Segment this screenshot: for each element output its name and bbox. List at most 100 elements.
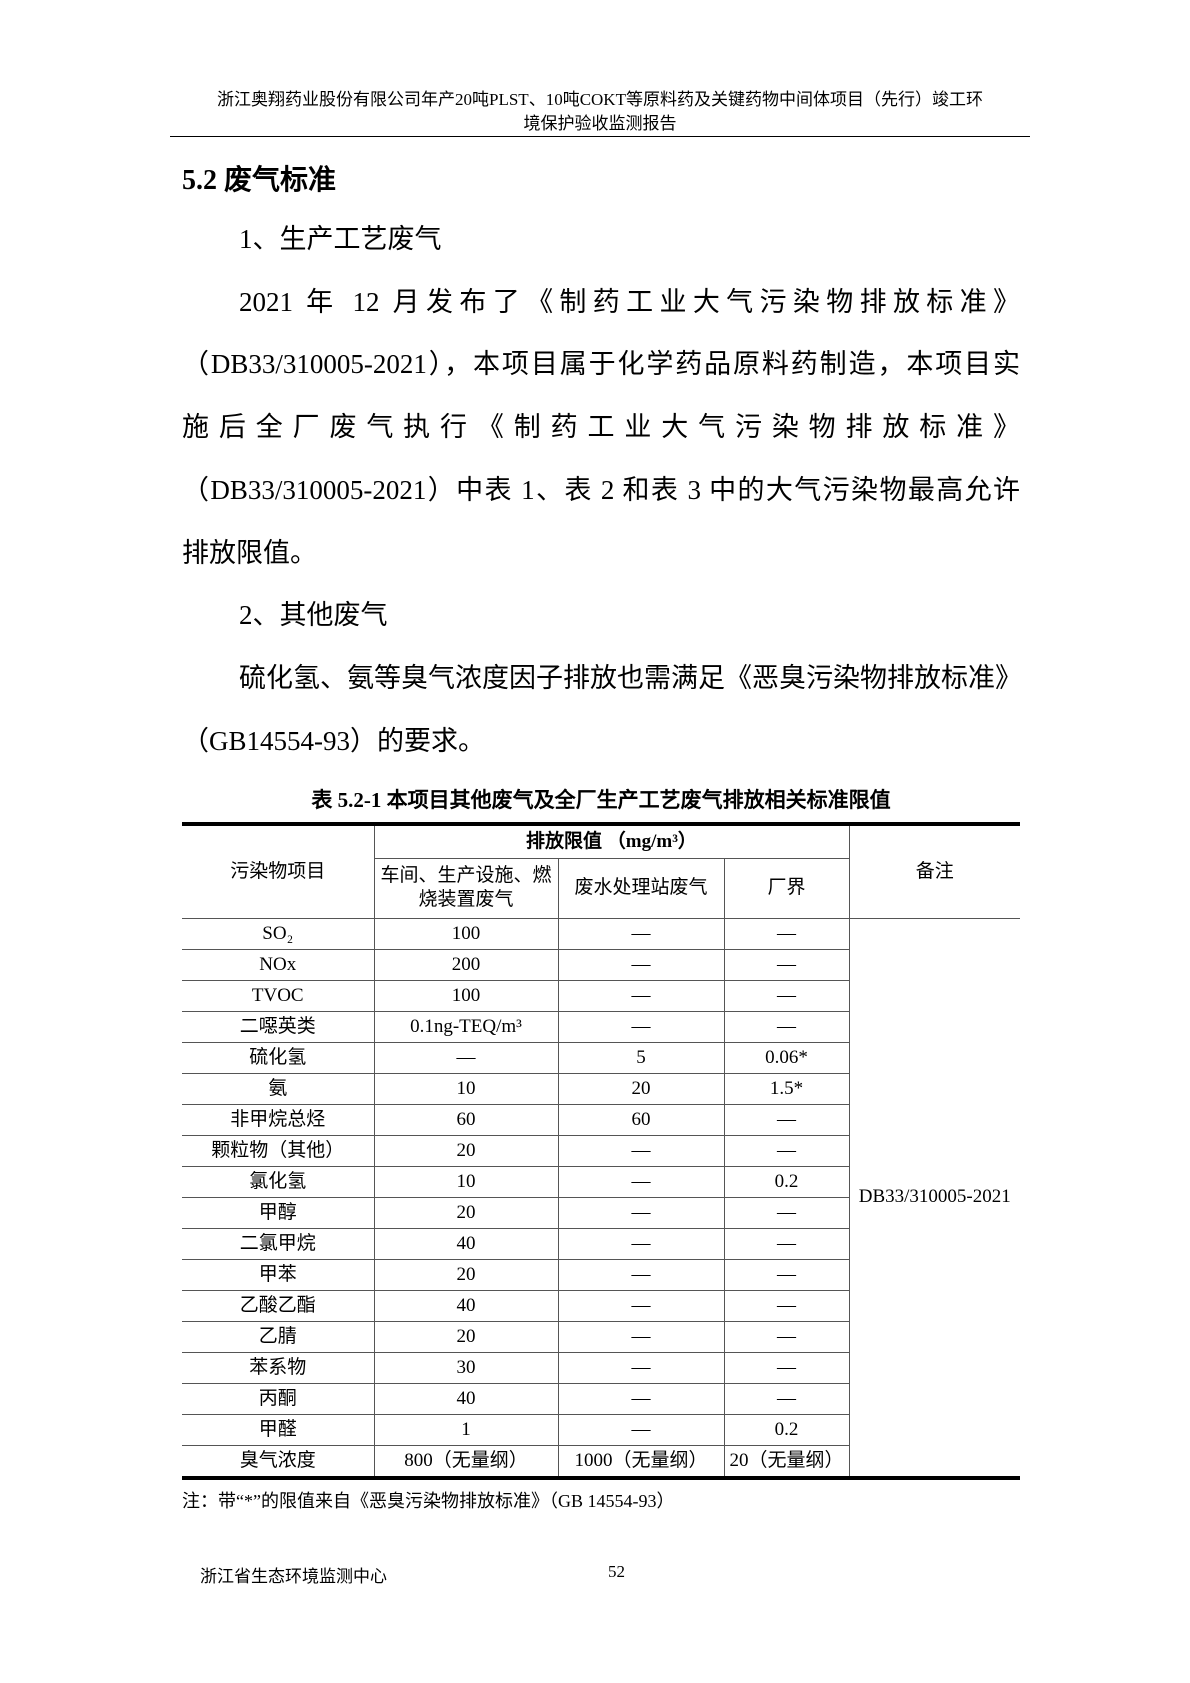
table-row: 臭气浓度 800（无量纲） 1000（无量纲） 20（无量纲） <box>182 1444 1020 1478</box>
cell-wastewater: 5 <box>557 1041 725 1074</box>
cell-workshop: 40 <box>373 1227 559 1260</box>
cell-wastewater: — <box>557 1196 725 1229</box>
cell-wastewater: — <box>557 1351 725 1384</box>
paragraph-line: （DB33/310005-2021）中表 1、表 2 和表 3 中的大气污染物最… <box>182 474 1020 505</box>
cell-pollutant: 臭气浓度 <box>182 1444 375 1478</box>
cell-workshop: 20 <box>373 1258 559 1291</box>
cell-wastewater: — <box>557 979 725 1012</box>
cell-wastewater: — <box>557 1320 725 1353</box>
header-wastewater: 废水处理站废气 <box>557 857 725 919</box>
cell-wastewater: — <box>557 1165 725 1198</box>
paragraph-line: （DB33/310005-2021），本项目属于化学药品原料药制造，本项目实 <box>182 349 1020 380</box>
table-note: 注：带“*”的限值来自《恶臭污染物排放标准》（GB 14554-93） <box>182 1491 675 1511</box>
header-emission-limit: 排放限值 （mg/m³） <box>373 823 850 859</box>
cell-pollutant: 甲醛 <box>182 1413 375 1446</box>
cell-boundary: 1.5* <box>723 1072 849 1105</box>
cell-pollutant: 二噁英类 <box>182 1010 375 1043</box>
cell-boundary: — <box>723 948 849 981</box>
cell-pollutant: 甲苯 <box>182 1258 375 1291</box>
cell-workshop: 1 <box>373 1413 559 1446</box>
cell-wastewater: 20 <box>557 1072 725 1105</box>
cell-workshop: — <box>373 1041 559 1074</box>
cell-workshop: 40 <box>373 1382 559 1415</box>
header-remark: 备注 <box>848 823 1020 919</box>
paragraph-line: 2021 年 12 月发布了《制药工业大气污染物排放标准》 <box>239 286 1020 317</box>
table-row: 甲醛 1—0.2 <box>182 1413 1020 1446</box>
cell-workshop: 20 <box>373 1134 559 1167</box>
cell-wastewater: — <box>557 1227 725 1260</box>
paragraph-line: 排放限值。 <box>182 537 317 568</box>
cell-wastewater: — <box>557 917 725 950</box>
table-row: 丙酮 40— — <box>182 1382 1020 1415</box>
cell-boundary: — <box>723 1289 849 1322</box>
cell-pollutant: 乙酸乙酯 <box>182 1289 375 1322</box>
cell-pollutant: 苯系物 <box>182 1351 375 1384</box>
cell-boundary: — <box>723 1351 849 1384</box>
cell-boundary: — <box>723 1227 849 1260</box>
cell-pollutant: TVOC <box>182 979 375 1012</box>
cell-pollutant: 乙腈 <box>182 1320 375 1353</box>
header-pollutant: 污染物项目 <box>182 823 375 919</box>
paragraph-line: 2、其他废气 <box>239 600 388 631</box>
table-row: 非甲烷总烃 60 60— <box>182 1103 1020 1136</box>
cell-workshop: 100 <box>373 979 559 1012</box>
cell-workshop: 10 <box>373 1165 559 1198</box>
cell-pollutant: 氨 <box>182 1072 375 1105</box>
cell-pollutant: 硫化氢 <box>182 1041 375 1074</box>
cell-workshop: 60 <box>373 1103 559 1136</box>
cell-pollutant: 颗粒物（其他） <box>182 1134 375 1167</box>
header-boundary: 厂界 <box>723 857 849 919</box>
cell-boundary: — <box>723 1134 849 1167</box>
cell-boundary: — <box>723 1258 849 1291</box>
cell-workshop: 10 <box>373 1072 559 1105</box>
cell-pollutant: 氯化氢 <box>182 1165 375 1198</box>
cell-pollutant: 甲醇 <box>182 1196 375 1229</box>
cell-boundary: — <box>723 1010 849 1043</box>
table-row: 氯化氢 10—0.2 <box>182 1165 1020 1198</box>
cell-wastewater: — <box>557 1134 725 1167</box>
table-row: 硫化氢 —5 0.06* <box>182 1041 1020 1074</box>
section-title: 5.2 废气标准 <box>182 165 337 196</box>
cell-boundary: 20（无量纲） <box>723 1444 849 1478</box>
cell-boundary: — <box>723 1382 849 1415</box>
page-number: 52 <box>608 1562 625 1581</box>
running-header-line1: 浙江奥翔药业股份有限公司年产20吨PLST、10吨COKT等原料药及关键药物中间… <box>217 90 983 109</box>
running-header-line2: 境保护验收监测报告 <box>523 114 677 133</box>
cell-workshop: 0.1ng-TEQ/m³ <box>373 1010 559 1043</box>
cell-wastewater: — <box>557 1289 725 1322</box>
cell-pollutant: 丙酮 <box>182 1382 375 1415</box>
cell-boundary: 0.06* <box>723 1041 849 1074</box>
cell-boundary: — <box>723 917 850 950</box>
cell-remark: DB33/310005-2021 <box>848 917 1020 1478</box>
cell-wastewater: 60 <box>557 1103 725 1136</box>
cell-boundary: — <box>723 979 849 1012</box>
cell-wastewater: — <box>557 1413 725 1446</box>
header-divider <box>170 136 1030 137</box>
cell-workshop: 20 <box>373 1320 559 1353</box>
cell-wastewater: — <box>557 948 725 981</box>
footer-org: 浙江省生态环境监测中心 <box>200 1567 387 1586</box>
table-row: NOx 200— — <box>182 948 1020 981</box>
cell-workshop: 20 <box>373 1196 559 1229</box>
cell-pollutant: 二氯甲烷 <box>182 1227 375 1260</box>
paragraph-line: 硫化氢、氨等臭气浓度因子排放也需满足《恶臭污染物排放标准》 <box>239 662 1022 693</box>
cell-workshop: 100 <box>373 917 559 950</box>
cell-workshop: 800（无量纲） <box>373 1444 559 1478</box>
cell-wastewater: — <box>557 1382 725 1415</box>
cell-boundary: — <box>723 1196 849 1229</box>
emission-standards-table: 污染物项目 排放限值 （mg/m³） 备注 车间、生产设施、燃烧装置废气 废水处… <box>182 822 1020 1480</box>
table-row: SO₂ 100— — DB33/310005-2021 <box>182 917 1020 1478</box>
paragraph-line: （GB14554-93）的要求。 <box>182 725 485 756</box>
cell-boundary: 0.2 <box>723 1413 849 1446</box>
cell-workshop: 30 <box>373 1351 559 1384</box>
cell-boundary: — <box>723 1320 849 1353</box>
table-row: 氨 10 20 1.5* <box>182 1072 1020 1105</box>
cell-wastewater: — <box>557 1010 725 1043</box>
cell-pollutant: 非甲烷总烃 <box>182 1103 375 1136</box>
cell-pollutant: SO₂ <box>182 917 375 950</box>
table-row: TVOC 100— — <box>182 979 1020 1012</box>
cell-boundary: 0.2 <box>723 1165 849 1198</box>
paragraph-line: 施后全厂废气执行《制药工业大气污染物排放标准》 <box>182 412 1020 443</box>
cell-pollutant: NOx <box>182 948 375 981</box>
cell-workshop: 40 <box>373 1289 559 1322</box>
